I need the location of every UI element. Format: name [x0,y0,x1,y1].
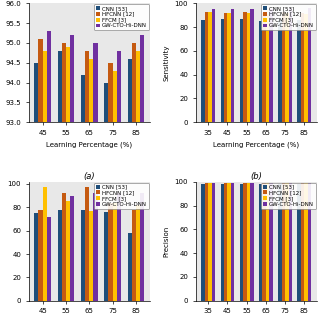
Bar [117,193,121,301]
Bar [43,51,47,320]
Bar [224,183,228,301]
Bar [34,63,38,320]
Text: (b): (b) [250,172,262,181]
Bar [89,211,93,301]
Bar [247,183,250,301]
Bar [228,183,231,301]
Bar [58,51,62,320]
Bar [47,217,51,301]
X-axis label: Learning Percentage (%): Learning Percentage (%) [213,141,299,148]
Bar [262,183,266,301]
Bar [282,183,285,301]
Bar [70,35,74,320]
Bar [85,51,89,320]
Bar [140,193,144,301]
Bar [231,9,234,122]
Bar [231,183,234,301]
Bar [301,183,304,301]
Bar [220,19,224,122]
Bar [212,183,215,301]
Bar [259,21,262,122]
Bar [38,210,43,301]
Text: (a): (a) [84,172,95,181]
Legend: CNN [53], HFCNN [12], FFCM [3], GW-CTO-Hi-DNN: CNN [53], HFCNN [12], FFCM [3], GW-CTO-H… [94,4,149,30]
Bar [85,188,89,301]
Bar [81,75,85,320]
Bar [93,193,98,301]
Bar [228,13,231,122]
Bar [34,213,38,301]
Bar [66,47,70,320]
Bar [58,210,62,301]
Bar [289,8,292,122]
Bar [70,196,74,301]
Bar [201,20,205,122]
Bar [93,43,98,320]
Bar [308,183,311,301]
Bar [278,20,282,122]
Bar [104,212,108,301]
Bar [108,203,113,301]
Bar [62,43,66,320]
Bar [240,19,243,122]
Bar [136,51,140,320]
Bar [266,183,269,301]
Legend: CNN [53], HFCNN [12], FFCM [3], GW-CTO-Hi-DNN: CNN [53], HFCNN [12], FFCM [3], GW-CTO-H… [261,183,316,209]
Bar [128,59,132,320]
X-axis label: Learning Percentage (%): Learning Percentage (%) [46,141,132,148]
Bar [298,184,301,301]
Bar [259,184,262,301]
Bar [262,13,266,122]
Bar [62,193,66,301]
Bar [308,8,311,122]
Bar [108,63,113,320]
Y-axis label: Sensitivity: Sensitivity [163,44,169,81]
Bar [247,13,250,122]
Bar [117,51,121,320]
Bar [208,183,212,301]
Bar [38,39,43,320]
Bar [250,183,254,301]
Legend: CNN [53], HFCNN [12], FFCM [3], GW-CTO-Hi-DNN: CNN [53], HFCNN [12], FFCM [3], GW-CTO-H… [261,4,316,30]
Bar [205,183,208,301]
Y-axis label: Precision: Precision [163,226,169,257]
Bar [298,20,301,122]
Bar [136,205,140,301]
Bar [104,83,108,320]
Bar [282,12,285,122]
Bar [47,31,51,320]
Bar [208,12,212,122]
Bar [66,202,70,301]
Bar [269,183,273,301]
Bar [43,188,47,301]
Bar [243,183,247,301]
Bar [243,12,247,122]
Bar [250,9,254,122]
Bar [201,184,205,301]
Bar [113,71,117,320]
Bar [304,14,308,122]
Legend: CNN [53], HFCNN [12], FFCM [3], GW-CTO-Hi-DNN: CNN [53], HFCNN [12], FFCM [3], GW-CTO-H… [94,183,149,209]
Bar [113,203,117,301]
Bar [212,9,215,122]
Bar [89,59,93,320]
Bar [140,35,144,320]
Bar [132,43,136,320]
Bar [269,9,273,122]
Bar [278,184,282,301]
Bar [285,183,289,301]
Bar [132,210,136,301]
Bar [301,13,304,122]
Bar [240,184,243,301]
Bar [205,12,208,122]
Bar [81,210,85,301]
Bar [128,233,132,301]
Bar [224,13,228,122]
Bar [304,183,308,301]
Bar [289,183,292,301]
Bar [220,184,224,301]
Bar [285,13,289,122]
Bar [266,14,269,122]
